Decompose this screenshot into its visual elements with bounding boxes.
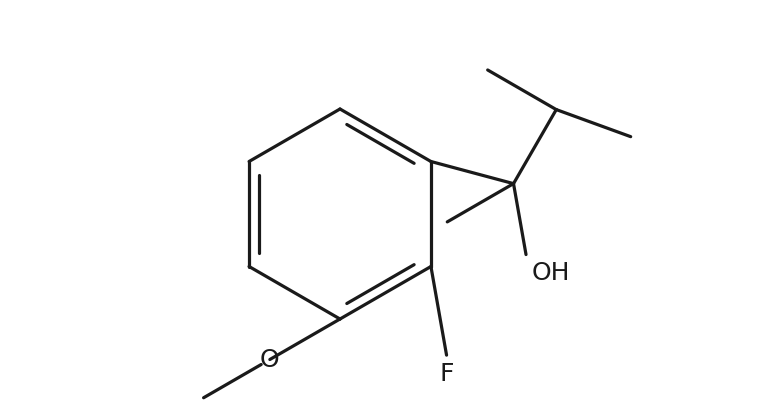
Text: OH: OH bbox=[532, 260, 570, 284]
Text: F: F bbox=[439, 361, 454, 385]
Text: O: O bbox=[260, 348, 279, 372]
